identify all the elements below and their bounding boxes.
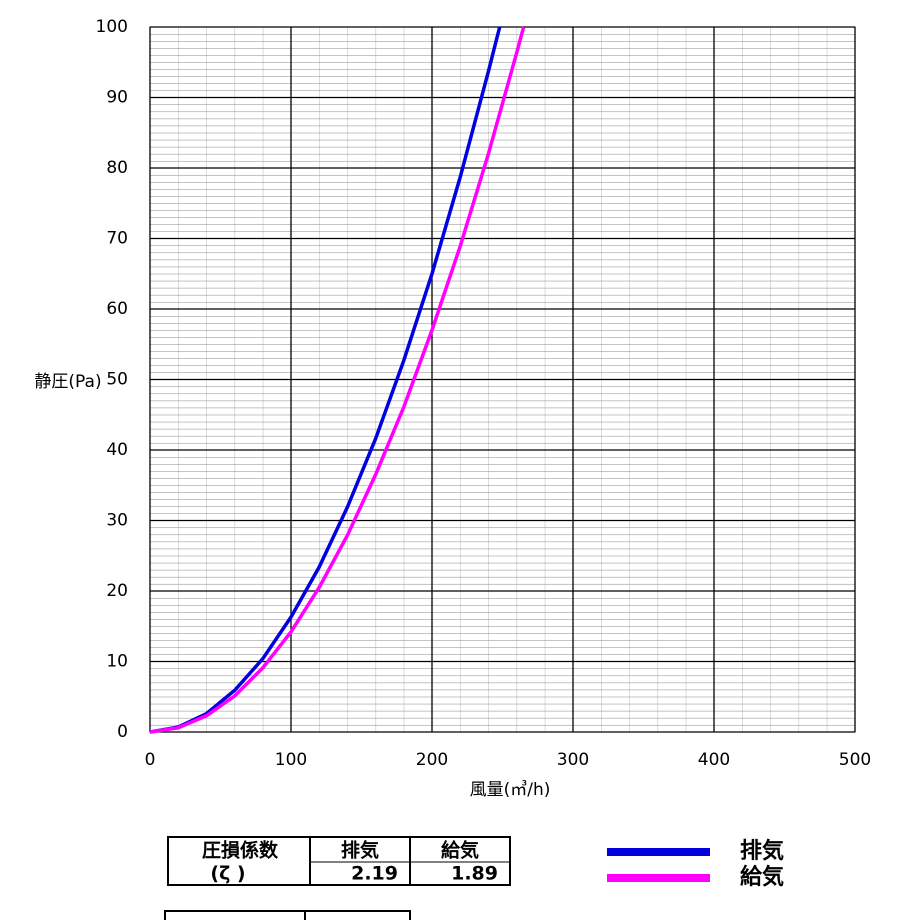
x-tick-label: 300 (557, 750, 589, 770)
y-tick-label: 90 (106, 88, 128, 108)
y-axis-label: 静圧(Pa) (34, 372, 101, 392)
y-tick-label: 60 (106, 299, 128, 319)
y-tick-label: 30 (106, 511, 128, 531)
y-tick-label: 0 (117, 722, 128, 742)
coefficient-table: 圧損係数 排気 給気 (ζ ) 2.19 1.89 (164, 836, 511, 920)
x-tick-label: 500 (839, 750, 871, 770)
table-border (167, 836, 511, 886)
y-tick-label: 70 (106, 229, 128, 249)
series-line (149, 26, 502, 734)
legend-label: 排気 (740, 838, 784, 864)
y-tick-label: 80 (106, 158, 128, 178)
series-line (149, 26, 526, 734)
y-tick-label: 20 (106, 581, 128, 601)
table-header: 圧損係数 (202, 839, 279, 862)
table-border (164, 910, 411, 920)
x-tick-label: 400 (698, 750, 730, 770)
x-tick-label: 200 (416, 750, 448, 770)
table-header: 排気 (341, 839, 379, 862)
x-tick-label: 100 (275, 750, 307, 770)
x-axis-label: 風量(㎥/h) (470, 780, 551, 800)
table-cell: 2.19 (351, 863, 398, 885)
table-cell: (ζ ) (210, 863, 245, 885)
y-tick-label: 100 (96, 17, 128, 37)
y-tick-label: 40 (106, 440, 128, 460)
y-tick-label: 50 (106, 370, 128, 390)
legend-label: 給気 (740, 864, 784, 890)
x-tick-label: 0 (145, 750, 156, 770)
table-cell: 1.89 (451, 863, 498, 885)
y-tick-label: 10 (106, 652, 128, 672)
table-header: 給気 (441, 839, 479, 862)
